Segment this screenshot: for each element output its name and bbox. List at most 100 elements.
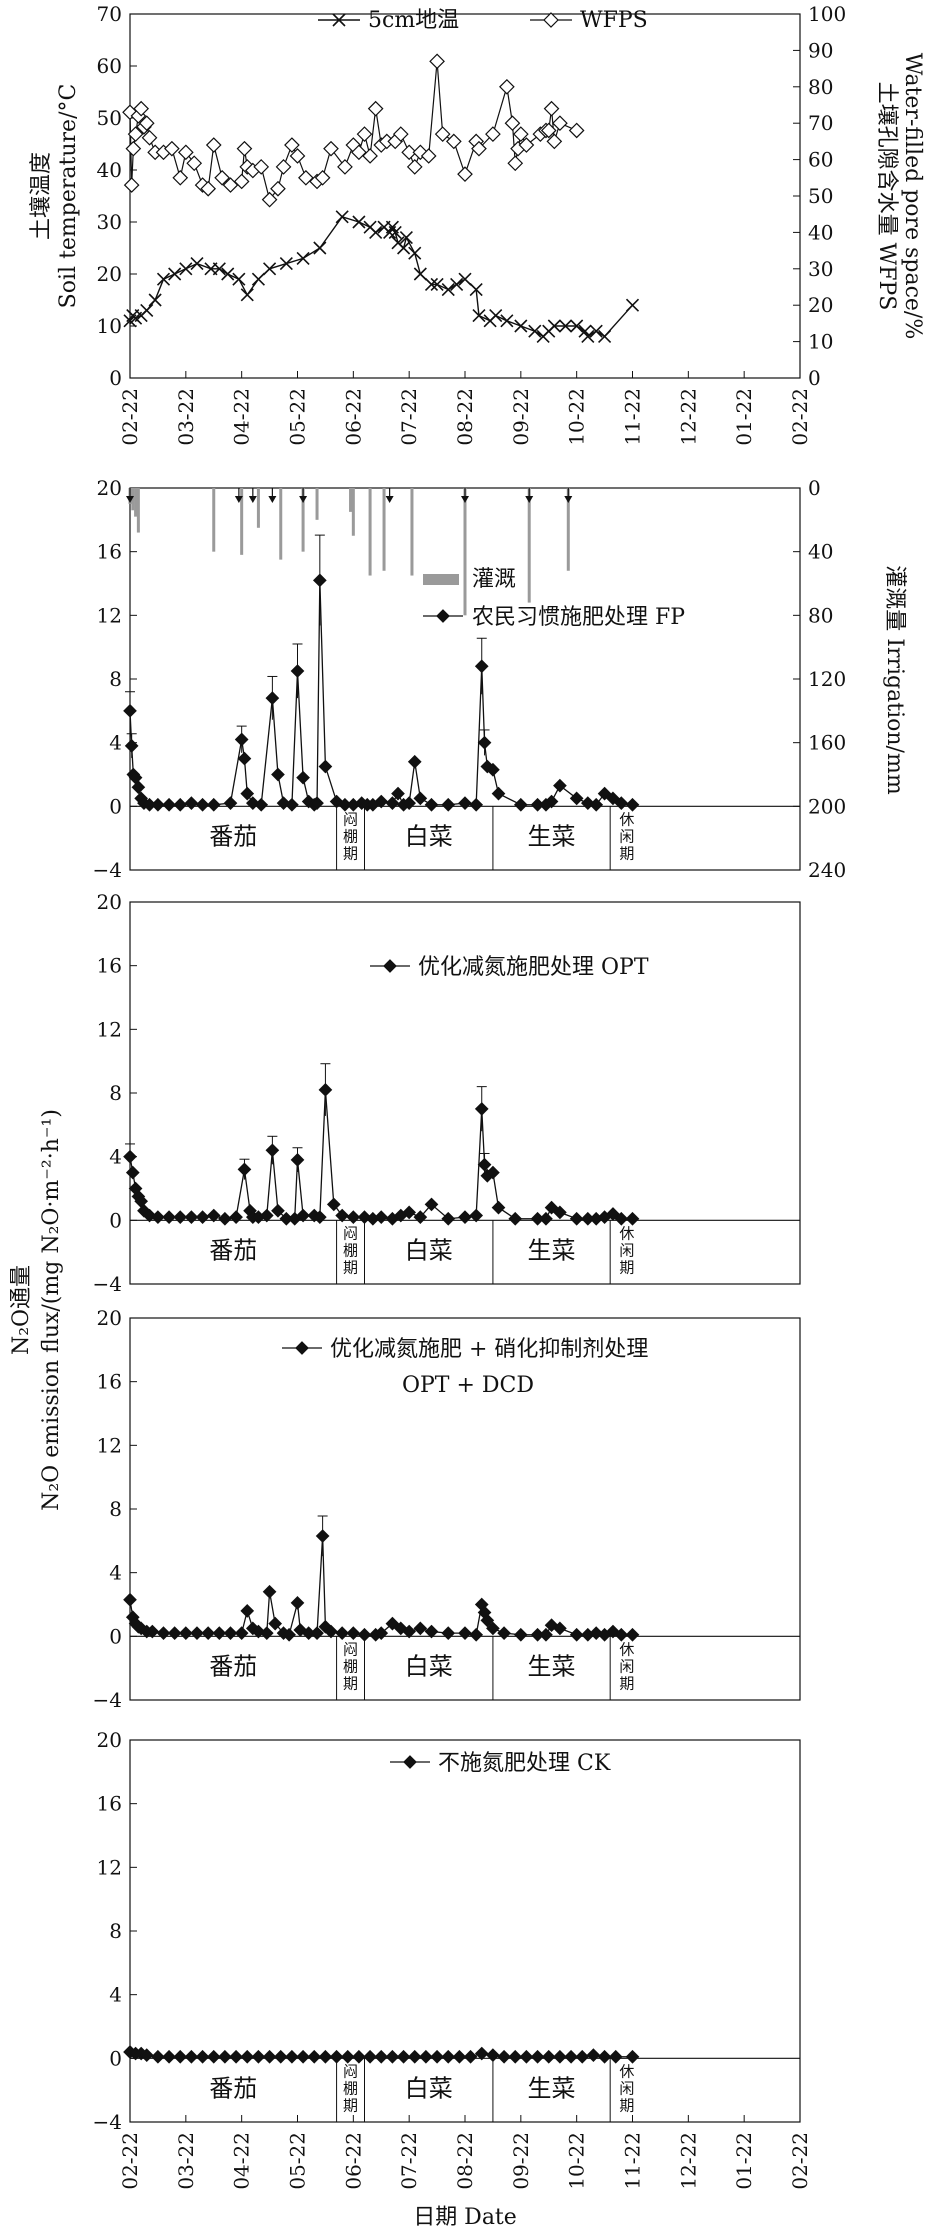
panel2-stage-label: 白菜 [405, 822, 453, 850]
panel2-ytick-label: 8 [109, 667, 122, 691]
panel5-point [374, 2049, 389, 2064]
panel1-ytick-label-right: 90 [808, 38, 833, 62]
panel3-point [544, 1200, 559, 1215]
panel2-point [606, 791, 620, 806]
panel5-point [229, 2049, 243, 2064]
panel3-point [151, 1210, 165, 1224]
bottom-xtick-label: 07-22 [397, 2132, 421, 2190]
panel4-point [268, 1616, 283, 1631]
panel5-point [173, 2049, 188, 2064]
panel5-point [608, 2049, 623, 2064]
panel2-point [589, 797, 604, 812]
panel1-ytick-label-right: 10 [808, 330, 833, 354]
panel5-ytick-label: 12 [97, 1855, 122, 1879]
panel2-ytick-label: 20 [97, 476, 122, 500]
panel5-point [452, 2049, 467, 2064]
panel1-ylabel-left-en: Soil temperature/°C [56, 84, 81, 309]
panel1-frame [129, 13, 801, 379]
panel2-point [151, 797, 165, 812]
fertilization-arrow-head [126, 496, 134, 503]
panel4-stage-label: 休 [619, 1640, 634, 1658]
panel4-stage-label: 白菜 [405, 1652, 453, 1680]
panel3-ytick-label: 12 [97, 1017, 122, 1041]
panel3-point [229, 1210, 243, 1224]
panel4-stage-label: 期 [619, 1674, 634, 1692]
panel2-point [458, 796, 472, 810]
irrigation-bar [134, 488, 138, 517]
panel2-ytick-label-right: 160 [808, 731, 846, 755]
panel3-point [318, 1082, 333, 1097]
panel2-stage-label: 休 [619, 810, 634, 828]
point-5cm-temp [140, 303, 154, 317]
panel3-point [265, 1143, 280, 1158]
panel3-stage-label: 生菜 [528, 1236, 576, 1264]
n2o-ylabel-cn: N₂O通量 [9, 1265, 34, 1355]
point-5cm-temp [413, 267, 427, 281]
irrigation-bar [463, 488, 467, 616]
fertilization-arrow-head [234, 496, 243, 503]
point-wfps [127, 126, 144, 142]
panel3-series-line [129, 1089, 633, 1220]
panel2-point [597, 786, 612, 801]
panel5-point [430, 2049, 444, 2064]
n2o-ylabel-en: N₂O emission flux/(mg N₂O·m⁻²·h⁻¹) [39, 1109, 64, 1511]
panel3-point [606, 1207, 620, 1221]
point-wfps [270, 180, 286, 197]
panel2-ytick-label-right: 240 [808, 858, 846, 882]
point-5cm-temp [424, 277, 439, 291]
panel2-point [240, 786, 255, 801]
panel3-stage-label: 期 [343, 1258, 358, 1276]
panel1-xtick-label: 08-22 [453, 388, 477, 446]
legend-opt-label: 优化减氮施肥处理 OPT [418, 955, 649, 980]
bottom-xtick-label: 08-22 [453, 2132, 477, 2190]
panel3-point [424, 1197, 439, 1212]
point-5cm-temp [469, 283, 483, 297]
point-wfps [205, 137, 222, 153]
point-5cm-temp [251, 272, 265, 286]
panel4-point [223, 1626, 238, 1640]
panel5-stage-label: 生菜 [528, 2074, 576, 2102]
point-wfps [337, 159, 353, 175]
legend-dcd-marker [295, 1341, 309, 1355]
panel5-point [597, 2049, 612, 2064]
panel5-point [586, 2048, 601, 2062]
panel3-point [346, 1210, 361, 1224]
panel5-frame [129, 1739, 801, 2123]
panel2-point [123, 703, 137, 718]
point-wfps [445, 133, 462, 150]
panel5-point [419, 2049, 433, 2064]
panel5-point [407, 2049, 422, 2064]
panel2-point [234, 732, 249, 747]
panel5-point [486, 2048, 500, 2062]
point-wfps [141, 129, 158, 146]
panel2-point [312, 573, 327, 588]
point-wfps [457, 166, 473, 183]
panel1-ylabel-right-cn: 土壤孔隙含水量 WFPS [874, 82, 899, 311]
panel3-point [326, 1197, 341, 1212]
point-wfps [471, 140, 487, 157]
panel1-ytick-label-left: 20 [97, 262, 122, 286]
panel3-point [142, 1208, 157, 1223]
panel3-point [474, 1102, 489, 1116]
panel2-point [407, 754, 422, 769]
irrigation-bar [566, 488, 570, 571]
panel4-point [497, 1626, 511, 1640]
point-wfps [253, 159, 270, 175]
panel4-stage-label: 棚 [343, 1657, 358, 1675]
panel3-stage-label: 闷 [343, 1224, 358, 1242]
panel3-point [458, 1210, 472, 1224]
panel2-point [544, 794, 559, 809]
panel2-point [195, 797, 210, 812]
panel4-point [156, 1626, 171, 1640]
panel2-point [513, 797, 528, 812]
panel3-point [402, 1205, 417, 1220]
panel3-point [491, 1200, 506, 1215]
panel2-point [625, 797, 640, 812]
panel1-ytick-label-right: 50 [808, 184, 833, 208]
panel3-point [218, 1211, 232, 1226]
panel5-stage-label: 休 [619, 2062, 634, 2080]
panel3-ytick-label: 20 [97, 890, 122, 914]
panel5-point [240, 2049, 255, 2064]
point-wfps [125, 140, 142, 157]
point-wfps [518, 137, 535, 153]
